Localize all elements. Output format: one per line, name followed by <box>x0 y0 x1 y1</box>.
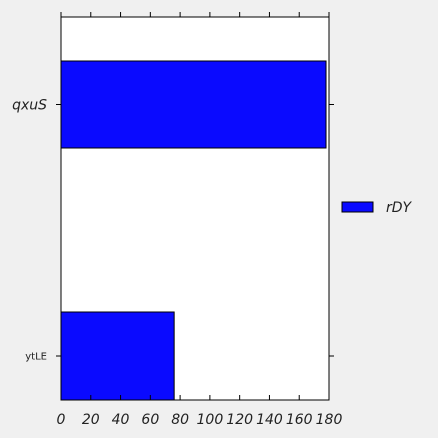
legend-label: rDY <box>386 200 413 216</box>
x-tick-label: 40 <box>112 412 130 428</box>
x-tick-label: 100 <box>197 412 224 428</box>
x-tick-label: 120 <box>226 412 253 428</box>
x-tick-label: 0 <box>57 412 66 428</box>
legend-swatch <box>341 201 374 213</box>
x-tick-label: 60 <box>141 412 159 428</box>
legend: rDY <box>341 200 413 216</box>
bar-qxuS <box>60 60 327 149</box>
x-tick-label: 140 <box>256 412 283 428</box>
y-tick-label: qxuS <box>12 97 47 113</box>
y-tick-label: ytLE <box>25 352 47 363</box>
bar-ytLE <box>60 311 175 401</box>
axes-frame <box>60 16 330 401</box>
x-tick-label: 160 <box>286 412 313 428</box>
x-tick-label: 20 <box>82 412 100 428</box>
x-tick-label: 180 <box>316 412 343 428</box>
x-tick-label: 80 <box>171 412 189 428</box>
